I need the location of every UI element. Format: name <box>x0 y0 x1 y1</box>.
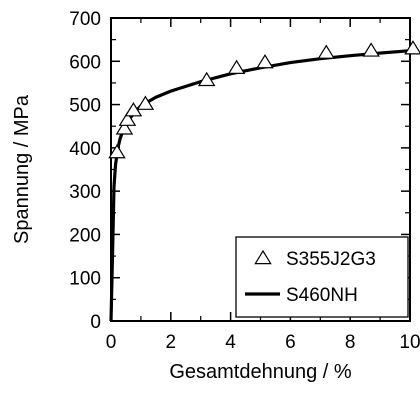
x-tick-labels: 0 2 4 6 8 10 <box>106 332 420 353</box>
y-tick-label: 300 <box>69 182 101 203</box>
y-axis-label: Spannung / MPa <box>11 94 33 244</box>
x-axis-label: Gesamtdehnung / % <box>169 361 352 383</box>
y-tick-label: 200 <box>69 225 101 246</box>
x-tick-label: 10 <box>399 332 420 353</box>
data-point-s355j2g3 <box>115 120 134 135</box>
y-tick-label: 400 <box>69 139 101 160</box>
legend: S355J2G3 S460NH <box>235 236 409 318</box>
legend-label-s460nh: S460NH <box>286 285 358 306</box>
legend-label-s355j2g3: S355J2G3 <box>286 249 376 270</box>
data-point-s355j2g3 <box>118 111 137 126</box>
y-tick-label: 500 <box>69 96 101 117</box>
x-tick-label: 8 <box>345 332 356 353</box>
y-tick-labels: 0 100 200 300 400 500 600 700 <box>69 9 101 333</box>
data-point-s355j2g3 <box>136 95 155 110</box>
y-tick-label: 0 <box>90 312 101 333</box>
data-point-s355j2g3 <box>197 71 216 87</box>
data-point-s355j2g3 <box>108 144 126 159</box>
y-tick-label: 700 <box>69 9 101 30</box>
x-tick-label: 6 <box>285 332 296 353</box>
data-point-s355j2g3 <box>256 54 274 69</box>
x-tick-label: 4 <box>225 332 236 353</box>
data-point-s355j2g3 <box>317 44 336 59</box>
legend-marker-s355j2g3 <box>254 249 272 265</box>
y-tick-label: 100 <box>69 269 101 290</box>
series-layer <box>108 40 420 322</box>
data-point-s355j2g3 <box>362 42 380 57</box>
x-tick-label: 2 <box>166 332 177 353</box>
legend-box <box>235 236 409 318</box>
data-point-s355j2g3 <box>404 40 420 55</box>
data-point-s355j2g3 <box>227 59 246 74</box>
x-tick-label: 0 <box>106 332 117 353</box>
y-tick-label: 600 <box>69 52 101 73</box>
